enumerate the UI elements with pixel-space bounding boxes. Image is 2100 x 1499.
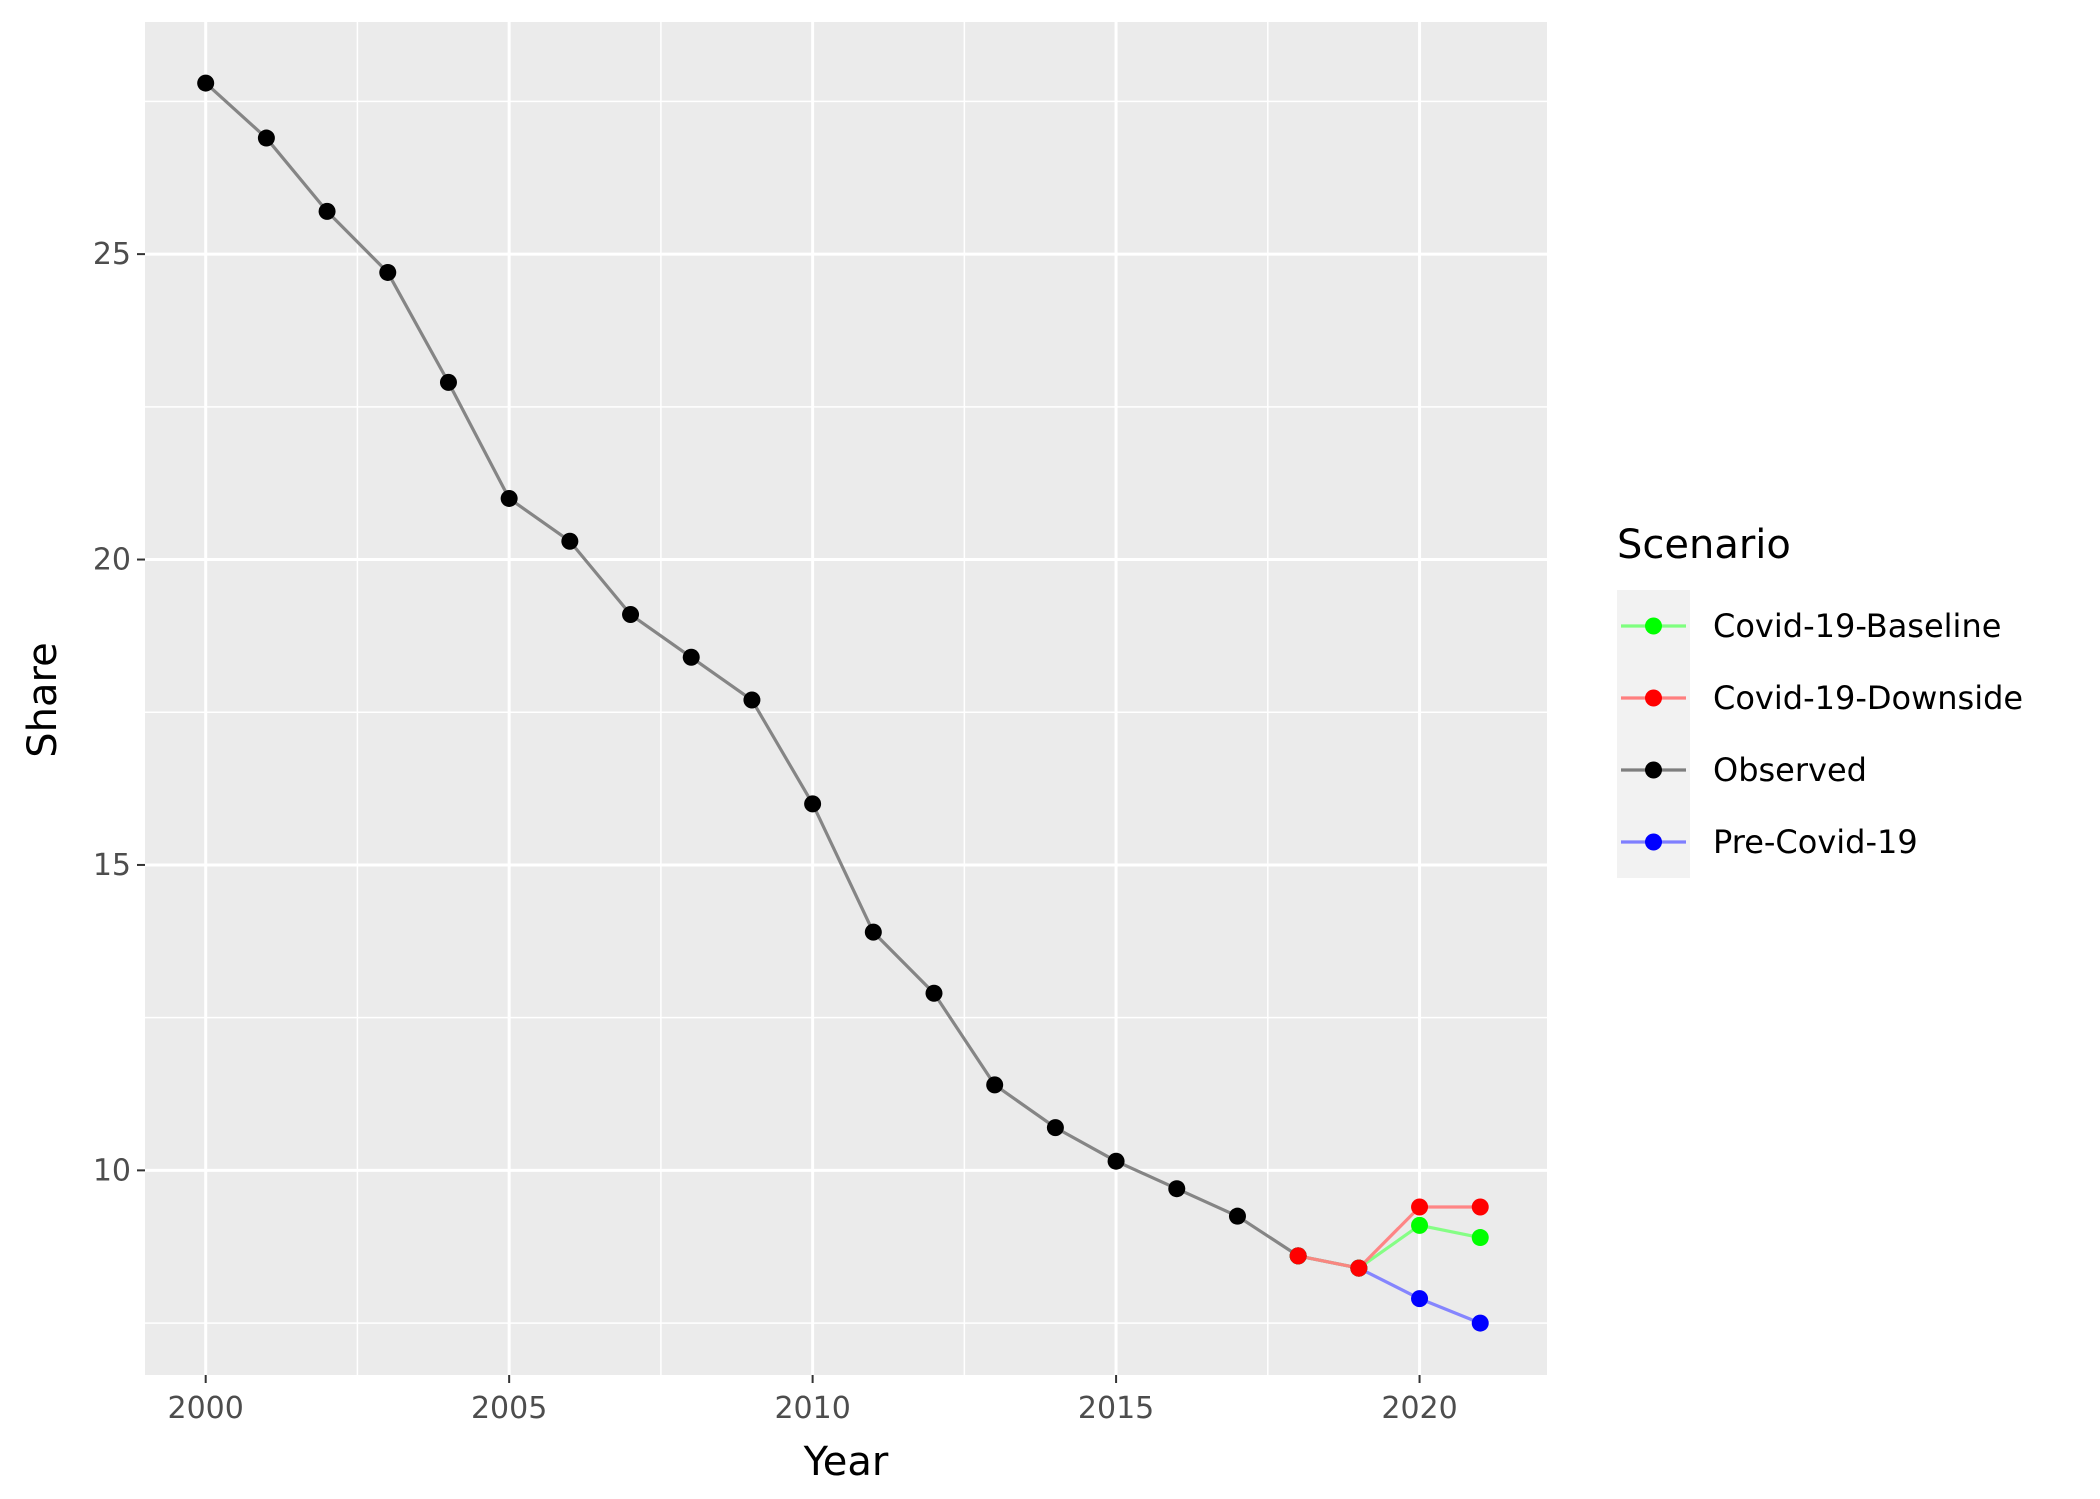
legend-title: Scenario	[1617, 522, 1791, 568]
legend-items: Covid-19-Baseline Covid-19-Downside Observ…	[1621, 607, 2023, 861]
data-point-observed	[561, 532, 579, 550]
grid-lines	[145, 22, 1547, 1375]
data-point-covid-19-downside	[1411, 1198, 1429, 1216]
legend-label: Observed	[1713, 751, 1867, 789]
data-point-observed	[864, 923, 882, 941]
data-point-covid-19-baseline	[1471, 1229, 1489, 1247]
data-point-observed	[986, 1076, 1004, 1094]
data-point-observed	[1228, 1207, 1246, 1225]
data-point-observed	[622, 606, 640, 624]
y-tick-label: 25	[93, 237, 131, 272]
data-point-observed	[257, 129, 275, 147]
legend-key-point	[1645, 833, 1662, 851]
x-tick-label: 2015	[1078, 1391, 1154, 1426]
data-point-observed	[743, 691, 761, 709]
series-lines	[204, 81, 1481, 1325]
legend-label: Pre-Covid-19	[1713, 823, 1918, 861]
legend-label: Covid-19-Baseline	[1713, 607, 2001, 645]
legend-key-background	[1617, 590, 1690, 878]
data-point-covid-19-downside	[1289, 1247, 1307, 1265]
data-point-observed	[1046, 1119, 1064, 1137]
data-point-observed	[500, 489, 518, 507]
data-point-pre-covid-19	[1471, 1314, 1489, 1332]
x-tick-label: 2010	[774, 1391, 850, 1426]
plot-panel	[145, 22, 1547, 1375]
legend-key-point	[1645, 617, 1662, 635]
data-point-observed	[804, 795, 822, 813]
y-tick-label: 10	[93, 1153, 131, 1188]
x-tick-label: 2020	[1381, 1391, 1457, 1426]
data-point-covid-19-downside	[1350, 1259, 1368, 1277]
data-point-observed	[318, 202, 336, 220]
data-point-observed	[682, 648, 700, 666]
legend: Scenario Covid-19-Baseline Covid-19-Downs…	[1617, 522, 2023, 878]
legend-key-point	[1645, 689, 1662, 707]
data-point-covid-19-baseline	[1411, 1216, 1429, 1234]
legend-key-point	[1645, 761, 1662, 779]
series-line-covid-19-downside	[1297, 1205, 1481, 1270]
y-axis-ticks: 10 15 20 25	[93, 237, 145, 1188]
legend-label: Covid-19-Downside	[1713, 679, 2023, 717]
data-point-observed	[197, 74, 215, 92]
data-point-covid-19-downside	[1471, 1198, 1489, 1216]
data-point-observed	[1107, 1152, 1125, 1170]
x-tick-label: 2000	[168, 1391, 244, 1426]
x-axis-title: Year	[803, 1439, 889, 1485]
y-tick-label: 20	[93, 543, 131, 578]
x-axis-ticks: 2000 2005 2010 2015 2020	[168, 1375, 1458, 1426]
series-points	[197, 74, 1489, 1332]
data-point-observed	[1168, 1180, 1186, 1198]
data-point-pre-covid-19	[1411, 1290, 1429, 1308]
y-axis-title: Share	[20, 642, 66, 757]
data-point-observed	[439, 373, 457, 391]
data-point-observed	[379, 263, 397, 281]
y-tick-label: 15	[93, 848, 131, 883]
series-line-observed	[204, 81, 1360, 1270]
data-point-observed	[925, 984, 943, 1002]
x-tick-label: 2005	[471, 1391, 547, 1426]
